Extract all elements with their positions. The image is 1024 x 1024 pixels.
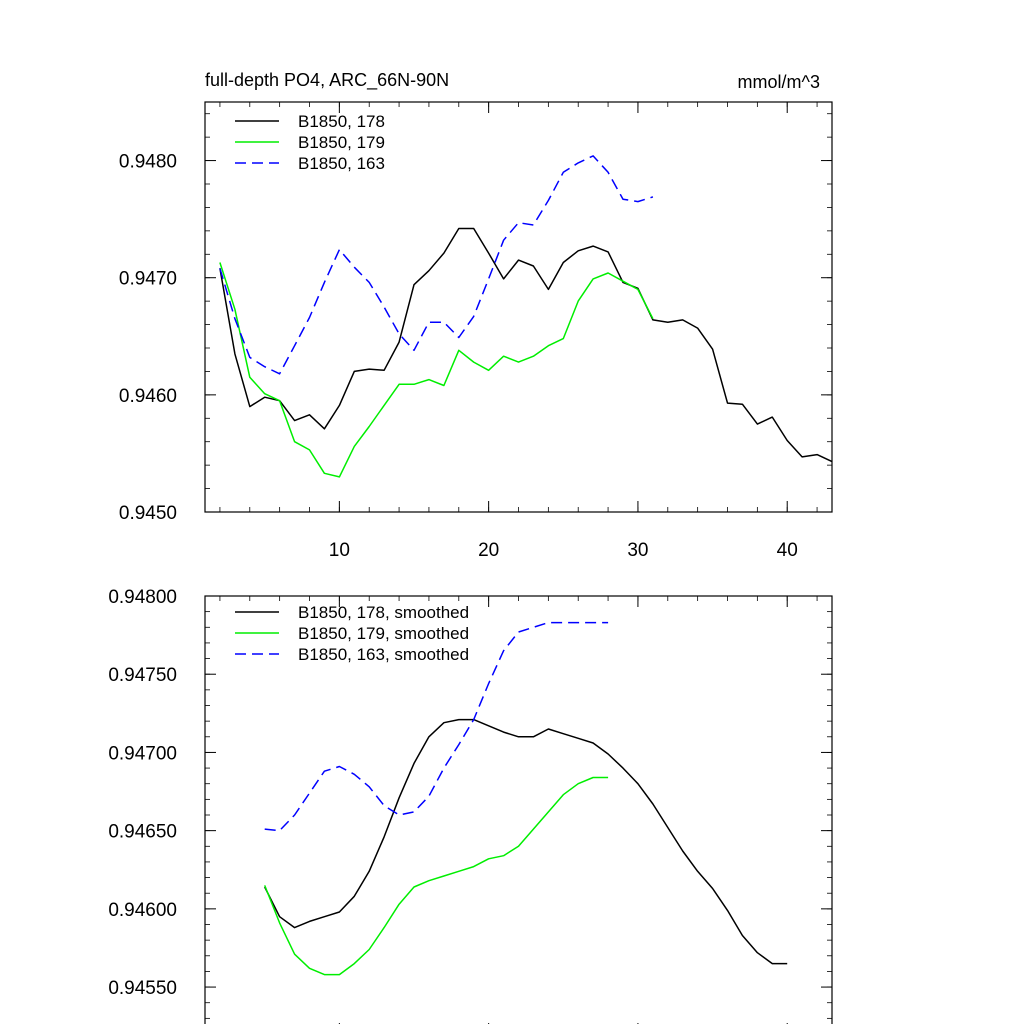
bottom-panel-legend: B1850, 178, smoothed B1850, 179, smoothed… xyxy=(235,603,469,664)
legend-label: B1850, 178, smoothed xyxy=(298,603,469,622)
y-tick-label: 0.94800 xyxy=(108,587,177,608)
bottom-panel-tick-labels: 0.94550 0.94600 0.94650 0.94700 0.94750 0.948… xyxy=(108,587,177,999)
top-panel-title: full-depth PO4, ARC_66N-90N xyxy=(205,70,449,91)
y-tick-label: 0.94750 xyxy=(108,665,177,686)
bottom-panel: 0.94550 0.94600 0.94650 0.94700 0.94750 0.948… xyxy=(108,587,833,1024)
top-panel-legend: B1850, 178 B1850, 179 B1850, 163 xyxy=(235,112,385,173)
series-line-3 xyxy=(264,621,609,832)
x-tick-label: 30 xyxy=(627,540,648,561)
top-panel-tick-labels: 0.9450 0.9460 0.9470 0.9480 10 20 30 40 xyxy=(119,152,798,561)
bottom-panel-series xyxy=(264,621,788,976)
series-line-1 xyxy=(264,718,788,965)
top-panel-ticks xyxy=(205,102,832,513)
series-line-1 xyxy=(219,227,833,463)
y-tick-label: 0.9450 xyxy=(119,503,177,524)
top-panel: full-depth PO4, ARC_66N-90N mmol/m^3 0.9… xyxy=(119,70,833,561)
legend-label: B1850, 163, smoothed xyxy=(298,645,469,664)
series-line-2 xyxy=(219,262,654,478)
y-tick-label: 0.9460 xyxy=(119,386,177,407)
x-tick-label: 40 xyxy=(777,540,798,561)
legend-label: B1850, 163 xyxy=(298,154,385,173)
series-line-3 xyxy=(219,155,654,375)
y-tick-label: 0.94650 xyxy=(108,822,177,843)
y-tick-label: 0.94550 xyxy=(108,978,177,999)
series-line-2 xyxy=(264,776,609,976)
legend-label: B1850, 178 xyxy=(298,112,385,131)
bottom-panel-ticks xyxy=(205,595,832,1024)
y-tick-label: 0.94700 xyxy=(108,743,177,764)
x-tick-label: 10 xyxy=(329,540,350,561)
legend-label: B1850, 179 xyxy=(298,133,385,152)
y-tick-label: 0.9480 xyxy=(119,152,177,173)
y-tick-label: 0.9470 xyxy=(119,269,177,290)
x-tick-label: 20 xyxy=(478,540,499,561)
top-panel-units: mmol/m^3 xyxy=(738,72,820,92)
y-tick-label: 0.94600 xyxy=(108,900,177,921)
legend-label: B1850, 179, smoothed xyxy=(298,624,469,643)
top-panel-series xyxy=(219,155,833,478)
